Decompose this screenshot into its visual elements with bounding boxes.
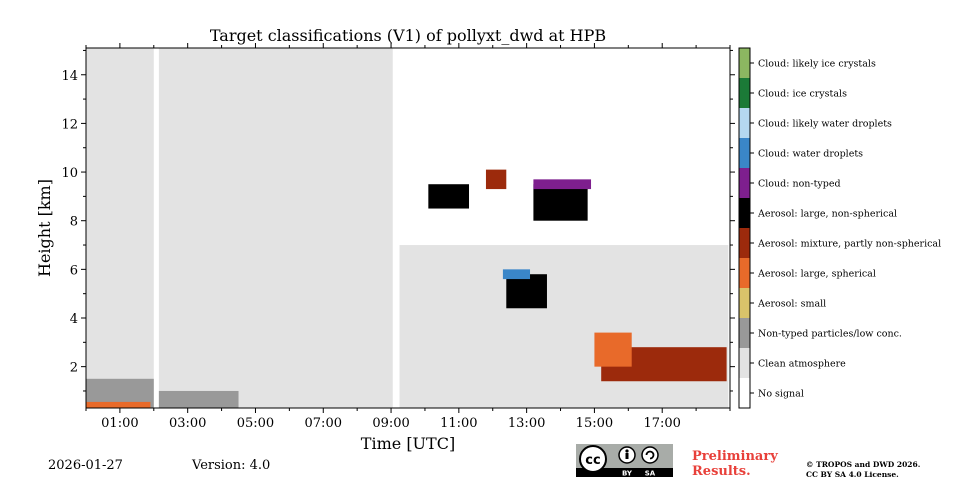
cc-by-label: BY — [622, 470, 633, 478]
class-region-6 — [506, 274, 547, 309]
copyright-notice: © TROPOS and DWD 2026. CC BY SA 4.0 Lice… — [806, 460, 920, 480]
x-tick-label-2: 05:00 — [237, 416, 274, 431]
colorbar-label-0: Cloud: likely ice crystals — [758, 59, 876, 70]
class-region-9 — [502, 269, 531, 280]
x-tick-label-0: 01:00 — [101, 416, 138, 431]
cc-badge-strip — [576, 468, 673, 477]
colorbar-label-5: Aerosol: large, non-spherical — [757, 209, 897, 220]
colorbar-legend: Cloud: likely ice crystals Cloud: ice cry… — [738, 47, 941, 409]
class-region-2 — [399, 245, 729, 408]
colorbar-swatch-5 — [739, 198, 750, 228]
x-tick-label-6: 13:00 — [508, 416, 545, 431]
colorbar-swatch-11 — [739, 378, 750, 408]
by-icon-head — [625, 449, 629, 453]
colorbar-label-7: Aerosol: large, spherical — [757, 269, 876, 280]
colorbar-swatch-10 — [739, 348, 750, 378]
class-region-10 — [533, 184, 588, 221]
y-tick-label-0: 2 — [70, 361, 78, 376]
date-label: 2026-01-27 — [48, 458, 123, 473]
preliminary-line2: Results. — [692, 464, 751, 479]
colorbar-frame — [738, 47, 751, 409]
colorbar-swatch-9 — [739, 318, 750, 348]
copyright-line1: © TROPOS and DWD 2026. — [806, 460, 921, 469]
cc-badge-graphic: cc BY SA — [576, 444, 673, 478]
colorbar-label-4: Cloud: non-typed — [758, 179, 841, 190]
x-tick-label-1: 03:00 — [169, 416, 206, 431]
colorbar-label-11: No signal — [758, 389, 804, 400]
class-region-1 — [158, 48, 393, 408]
y-tick-label-2: 6 — [70, 263, 78, 278]
class-region-0 — [86, 48, 154, 408]
class-region-5 — [86, 401, 151, 408]
plot-area — [86, 48, 729, 408]
class-region-8 — [594, 332, 632, 367]
cc-license-badge: cc BY SA — [576, 444, 673, 478]
colorbar-label-2: Cloud: likely water droplets — [758, 119, 892, 130]
y-axis-label: Height [km] — [35, 179, 54, 277]
by-icon-body — [625, 453, 629, 459]
colorbar-swatch-4 — [739, 168, 750, 198]
class-region-11 — [533, 179, 592, 190]
colorbar-swatch-8 — [739, 288, 750, 318]
plot-frame — [85, 47, 731, 409]
cc-sa-label: SA — [645, 470, 656, 478]
preliminary-line1: Preliminary — [692, 449, 778, 464]
class-region-13 — [485, 169, 507, 190]
colorbar-swatch-2 — [739, 108, 750, 138]
y-tick-label-4: 10 — [61, 166, 78, 181]
version-label: Version: 4.0 — [192, 458, 271, 473]
x-axis-label: Time [UTC] — [361, 434, 455, 453]
colorbar-label-8: Aerosol: small — [757, 299, 826, 310]
colorbar-swatch-1 — [739, 78, 750, 108]
colorbar-label-9: Non-typed particles/low conc. — [758, 329, 902, 340]
colorbar-label-6: Aerosol: mixture, partly non-spherical — [757, 239, 941, 250]
y-tick-label-5: 12 — [61, 117, 78, 132]
preliminary-notice: Preliminary Results. — [692, 449, 778, 479]
colorbar-label-1: Cloud: ice crystals — [758, 89, 847, 100]
y-tick-label-3: 8 — [70, 215, 78, 230]
x-tick-label-3: 07:00 — [305, 416, 342, 431]
colorbar-swatch-7 — [739, 258, 750, 288]
x-tick-label-5: 11:00 — [440, 416, 477, 431]
colorbar-label-10: Clean atmosphere — [758, 359, 846, 370]
sa-icon-arrow — [645, 450, 655, 460]
sa-icon — [641, 446, 659, 464]
x-tick-label-4: 09:00 — [372, 416, 409, 431]
colorbar-label-3: Cloud: water droplets — [758, 149, 863, 160]
cc-icon — [579, 445, 607, 473]
colorbar-swatch-6 — [739, 228, 750, 258]
cc-icon-letters: cc — [585, 453, 600, 468]
x-tick-label-7: 15:00 — [576, 416, 613, 431]
class-region-12 — [428, 184, 470, 209]
y-tick-label-1: 4 — [70, 312, 78, 327]
copyright-line2: CC BY SA 4.0 License. — [806, 470, 899, 479]
colorbar-swatch-0 — [739, 48, 750, 78]
y-tick-label-6: 14 — [61, 69, 78, 84]
colorbar-swatch-3 — [739, 138, 750, 168]
chart-title: Target classifications (V1) of pollyxt_d… — [210, 26, 606, 45]
x-tick-label-8: 17:00 — [643, 416, 680, 431]
class-region-4 — [158, 390, 239, 408]
x-axis: 01:00 03:00 05:00 07:00 09:00 11:00 13:00 15:00… — [85, 43, 731, 431]
y-axis: 2 4 6 8 10 12 14 — [61, 49, 735, 392]
